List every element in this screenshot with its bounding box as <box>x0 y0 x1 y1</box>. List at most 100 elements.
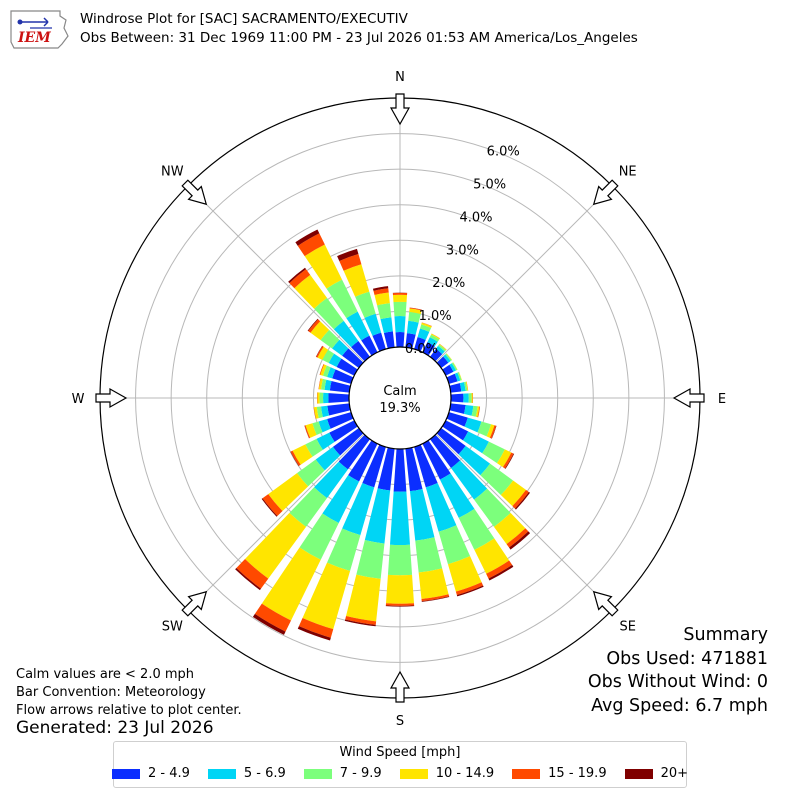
bar-segment <box>455 582 484 595</box>
bar-segment <box>409 307 422 310</box>
bar-segment <box>449 403 466 414</box>
legend-swatch <box>624 768 653 779</box>
bar-segment <box>372 332 386 352</box>
bar-segment <box>457 372 462 381</box>
bar-segment <box>430 434 461 468</box>
bar-segment <box>328 393 350 403</box>
legend-entry: 20+ <box>624 766 688 781</box>
bar-segment <box>477 406 481 418</box>
bar-segment <box>438 344 446 352</box>
bar-segment <box>261 547 321 621</box>
bar-segment <box>323 392 329 404</box>
legend-swatch <box>207 768 236 779</box>
bar-segment <box>451 460 488 500</box>
bar-segment <box>320 378 327 390</box>
bar-segment <box>324 379 332 391</box>
windrose-bars <box>235 229 531 641</box>
legend-title: Wind Speed [mph] <box>339 745 461 760</box>
bar-segment <box>386 574 414 604</box>
bar-segment <box>464 405 474 416</box>
compass-labels: N NE E SE S SW W NW <box>72 70 727 729</box>
bar-segment <box>449 383 462 393</box>
bar-segment <box>327 403 351 416</box>
legend-swatch <box>111 768 140 779</box>
bar-segment <box>315 446 341 471</box>
bar-segment <box>392 292 408 295</box>
bar-segment <box>439 473 475 518</box>
bar-segment <box>409 488 435 541</box>
bar-segment <box>307 318 319 332</box>
compass-label-se: SE <box>619 620 635 635</box>
bar-segment <box>445 353 452 362</box>
bar-segment <box>422 440 451 480</box>
flow-arrow-icon <box>389 670 411 703</box>
bar-segment <box>346 574 381 622</box>
bar-segment <box>421 322 432 328</box>
bar-segment <box>406 320 419 335</box>
calm-note: Calm values are < 2.0 mph <box>16 667 195 682</box>
bar-segment <box>361 335 378 356</box>
legend-label: 10 - 14.9 <box>435 766 495 781</box>
bar-segment <box>373 288 389 295</box>
bar-segment <box>431 333 440 340</box>
flow-arrow-icon <box>672 387 705 409</box>
bar-segment <box>314 461 348 499</box>
bar-segment <box>332 339 349 356</box>
bar-segment <box>288 267 307 284</box>
bar-segment <box>458 445 491 476</box>
legend-swatch <box>399 768 428 779</box>
radial-tick-label: 1.0% <box>419 309 452 324</box>
bar-segment <box>409 307 422 311</box>
bar-segment <box>304 425 310 439</box>
bar-segment <box>451 362 458 371</box>
radial-tick-label: 2.0% <box>432 276 465 291</box>
bar-segment <box>316 392 318 404</box>
compass-label-n: N <box>395 70 405 85</box>
bar-segment <box>343 264 370 297</box>
bar-segment <box>296 459 325 487</box>
bar-segment <box>456 585 484 597</box>
bar-segment <box>322 349 335 364</box>
grid-spoke <box>187 185 365 363</box>
bar-segment <box>446 353 453 361</box>
notes-block: Calm values are < 2.0 mph Bar Convention… <box>16 666 242 720</box>
bar-segment <box>346 311 370 341</box>
bar-segment <box>385 603 415 606</box>
radial-tick-label: 4.0% <box>459 210 492 225</box>
bar-segment <box>477 421 492 437</box>
bar-segment <box>450 393 464 403</box>
bar-segment <box>465 381 469 391</box>
bar-segment <box>474 538 510 574</box>
bar-segment <box>421 596 450 602</box>
compass-label-sw: SW <box>162 620 183 635</box>
chart-subtitle: Obs Between: 31 Dec 1969 11:00 PM - 23 J… <box>80 30 638 46</box>
bar-segment <box>472 393 474 403</box>
bar-segment <box>333 320 359 348</box>
bar-segment <box>463 393 469 403</box>
compass-label-nw: NW <box>161 164 184 179</box>
bar-segment <box>261 498 278 517</box>
bar-segment <box>320 364 327 376</box>
bar-segment <box>482 441 505 464</box>
bar-segment <box>488 564 514 581</box>
logo-text: IEM <box>17 30 51 46</box>
bar-segment <box>339 253 362 271</box>
bar-segment <box>514 491 531 510</box>
bar-segment <box>486 560 513 579</box>
legend-entry: 5 - 6.9 <box>207 766 286 781</box>
bar-segment <box>421 322 432 327</box>
bar-segment <box>377 303 392 320</box>
flow-arrow-shape <box>95 387 128 409</box>
bar-segment <box>236 559 269 589</box>
bar-segment <box>235 568 261 591</box>
bar-segment <box>262 494 283 516</box>
bar-segment <box>268 473 309 512</box>
bar-segment <box>380 317 393 333</box>
bar-segment <box>414 337 426 352</box>
bar-segment <box>322 475 360 524</box>
bar-segment <box>332 369 354 384</box>
bar-segment <box>302 562 351 630</box>
bar-segment <box>316 406 323 419</box>
radial-tick-label: 0.0% <box>405 342 438 357</box>
legend-swatch <box>512 768 541 779</box>
